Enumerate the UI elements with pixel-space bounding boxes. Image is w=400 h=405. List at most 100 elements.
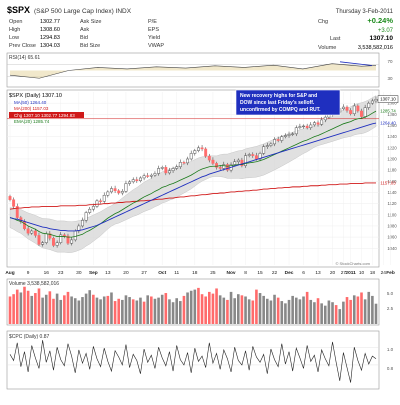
volume-bar: [302, 296, 305, 324]
volume-bar: [273, 294, 276, 324]
candle-body: [273, 139, 276, 145]
last-value: 1307.10: [370, 35, 394, 42]
candle-body: [30, 230, 34, 234]
date-axis-label: Dec: [285, 270, 294, 276]
low-value: 1294.83: [40, 35, 60, 41]
volume-bar: [70, 296, 73, 324]
candle-body: [215, 163, 219, 168]
volume-bar: [12, 294, 15, 324]
volume-bar: [204, 296, 207, 324]
volume-bar: [294, 297, 298, 324]
price-y-tick-label: 1260: [387, 123, 397, 128]
candle-body: [139, 177, 142, 181]
candle-body: [120, 191, 124, 194]
candle-body: [102, 194, 106, 202]
volume-bar: [193, 289, 197, 324]
volume-bar: [182, 295, 186, 324]
candle-body: [345, 106, 349, 111]
volume-bar: [81, 297, 84, 324]
volume-bar: [139, 297, 142, 324]
date-axis-label: Feb: [386, 270, 395, 276]
chg-pct-label: Chg: [318, 19, 328, 25]
candle-body: [363, 107, 367, 117]
price-y-tick-label: 1280: [387, 112, 397, 117]
candle-body: [186, 158, 190, 164]
volume-bar: [59, 299, 63, 324]
candle-body: [55, 242, 59, 246]
date-label: Thursday 3-Feb-2011: [336, 9, 394, 15]
annotation-line-2: DOW since last Friday's selloff.: [240, 100, 315, 106]
candle-body: [113, 188, 117, 192]
volume-bar: [309, 299, 313, 324]
candle-body: [91, 206, 95, 210]
volume-bar: [113, 301, 117, 324]
volume-bar: [150, 296, 153, 324]
volume-bar: [168, 299, 171, 324]
price-title: $SPX (Daily) 1307.10: [9, 93, 62, 99]
low-label: Low: [9, 35, 19, 41]
volume-bar: [55, 293, 59, 324]
candle-body: [247, 154, 251, 156]
volume-bar: [352, 295, 356, 324]
bid-label: Bid: [80, 35, 88, 41]
volume-bar: [258, 293, 262, 324]
volume-bar: [19, 292, 23, 324]
candle-body: [233, 161, 237, 165]
volume-bar: [367, 291, 371, 324]
volume-bar: [73, 298, 77, 324]
candle-body: [302, 125, 305, 128]
price-y-tick-label: 1240: [387, 134, 397, 139]
header: $SPX (S&P 500 Large Cap Index) INDX Thur…: [7, 5, 394, 51]
volume-bar: [164, 293, 168, 324]
volume-bar: [44, 294, 48, 324]
volume-bar: [23, 286, 26, 324]
right-value-label: 1264.40: [380, 121, 396, 126]
rsi-trend-line: [339, 61, 373, 66]
volume-bar: [222, 297, 226, 324]
date-axis-label: 15: [257, 270, 263, 276]
volume-tick-5: 5.0: [387, 291, 394, 296]
candle-body: [175, 166, 179, 169]
candle-body: [77, 225, 81, 232]
candle-body: [110, 188, 113, 193]
candle-body: [222, 164, 226, 169]
volume-bar: [41, 297, 44, 324]
candle-body: [73, 230, 77, 241]
volume-bar: [269, 300, 273, 324]
cpc-tick-0-8: 0.8: [387, 366, 394, 371]
candle-body: [251, 154, 255, 156]
symbol-label: $SPX: [7, 5, 30, 15]
candle-body: [33, 230, 37, 236]
volume-bar: [63, 295, 66, 324]
volume-bar: [117, 298, 121, 324]
legend-chg-bg: [9, 112, 84, 118]
rsi-tick-70: 70: [387, 59, 393, 64]
candle-body: [128, 181, 132, 184]
legend-ma50: MA(50) 1264.40: [14, 100, 47, 105]
candle-body: [360, 110, 363, 117]
volume-bar: [48, 291, 52, 324]
candle-body: [225, 164, 229, 171]
volume-bar: [171, 302, 175, 324]
volume-bar: [131, 299, 135, 324]
volume-bar: [92, 294, 95, 324]
volume-bar: [226, 299, 229, 324]
candle-body: [312, 122, 316, 126]
volume-bar: [276, 297, 280, 324]
volume-bar: [229, 291, 233, 324]
volume-title: Volume 3,538,582,016: [9, 281, 59, 287]
volume-bar: [280, 301, 284, 324]
candle-body: [142, 175, 146, 179]
volume-bar: [338, 309, 342, 324]
candle-body: [316, 122, 320, 125]
eps-label: EPS: [148, 27, 159, 33]
candle-body: [124, 183, 128, 192]
volume-bar: [218, 295, 222, 324]
candle-body: [23, 221, 26, 229]
watermark: © StockCharts.com: [335, 261, 370, 266]
volume-bar: [106, 295, 110, 324]
price-y-tick-label: 1120: [387, 201, 397, 206]
date-axis-label: 22: [272, 270, 278, 276]
rsi-tick-30: 30: [387, 76, 393, 81]
